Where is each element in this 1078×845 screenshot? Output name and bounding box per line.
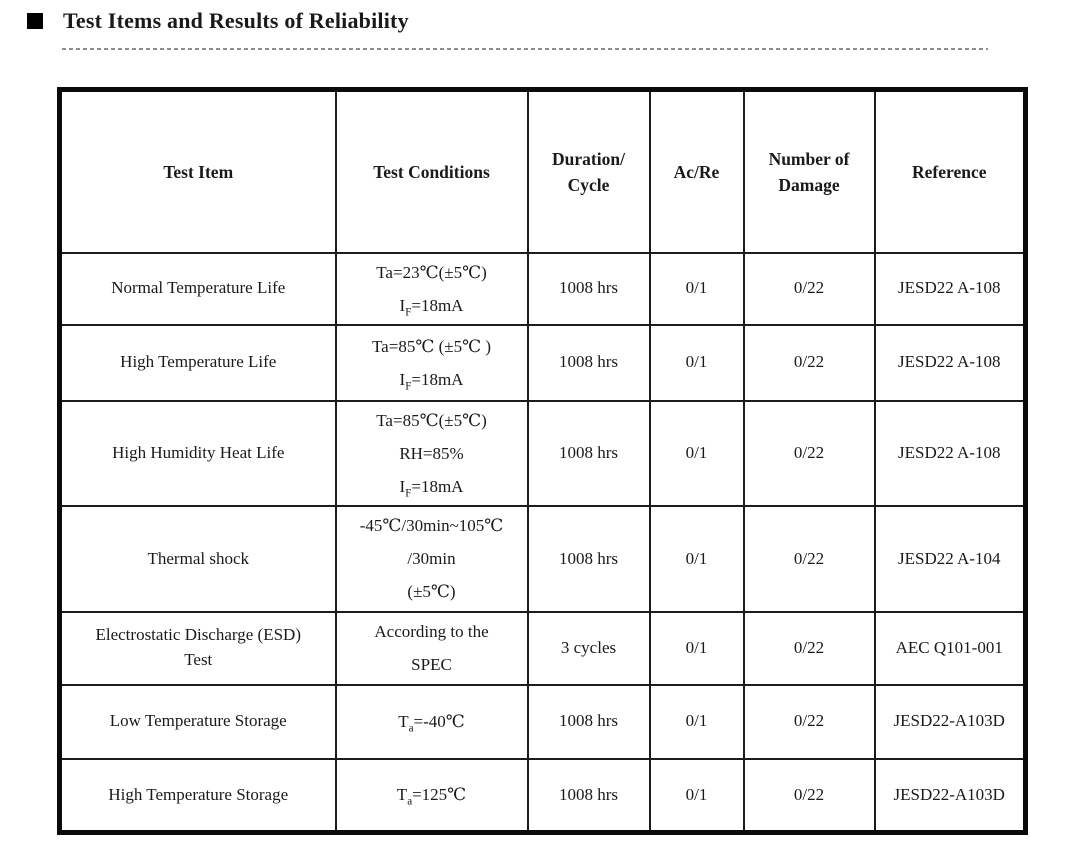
cell-test-conditions: -45℃/30min~105℃ /30min (±5℃) [334, 505, 529, 613]
cell-test-item: High Temperature Life [58, 323, 337, 402]
cell-number-of-damage: 0/22 [742, 757, 876, 834]
cell-number-of-damage: 0/22 [742, 399, 876, 508]
cell-duration-cycle: 1008 hrs [526, 323, 651, 402]
square-bullet-icon [27, 13, 43, 29]
cell-number-of-damage: 0/22 [742, 683, 876, 760]
table-row: High Temperature Storage Ta=125℃ 1008 hr… [58, 757, 1027, 834]
section-header: Test Items and Results of Reliability [27, 8, 409, 34]
cell-test-item: High Temperature Storage [58, 757, 337, 834]
cell-number-of-damage: 0/22 [742, 505, 876, 613]
cell-number-of-damage: 0/22 [742, 251, 876, 326]
cell-reference: JESD22 A-108 [873, 399, 1027, 508]
section-title: Test Items and Results of Reliability [63, 8, 409, 33]
column-header-reference: Reference [873, 88, 1027, 254]
cell-ac-re: 0/1 [648, 505, 745, 613]
cell-duration-cycle: 1008 hrs [526, 251, 651, 326]
column-header-ac-re: Ac/Re [648, 88, 745, 254]
cell-test-item: Thermal shock [58, 505, 337, 613]
cell-duration-cycle: 1008 hrs [526, 757, 651, 834]
column-header-duration-cycle: Duration/ Cycle [526, 88, 651, 254]
table-row: High Temperature Life Ta=85℃ (±5℃ ) IF=1… [58, 323, 1027, 402]
cell-duration-cycle: 1008 hrs [526, 399, 651, 508]
cell-test-item: Low Temperature Storage [58, 683, 337, 760]
table-row: Low Temperature Storage Ta=-40℃ 1008 hrs… [58, 683, 1027, 760]
cell-ac-re: 0/1 [648, 323, 745, 402]
table-header-row: Test Item Test Conditions Duration/ Cycl… [58, 88, 1027, 254]
cell-test-item: High Humidity Heat Life [58, 399, 337, 508]
reliability-table: Test Item Test Conditions Duration/ Cycl… [57, 87, 1028, 836]
column-header-test-conditions: Test Conditions [334, 88, 529, 254]
cell-test-conditions: According to the SPEC [334, 610, 529, 686]
cell-reference: AEC Q101-001 [873, 610, 1027, 686]
cell-test-conditions: Ta=85℃ (±5℃ ) IF=18mA [334, 323, 529, 402]
table-row: Electrostatic Discharge (ESD) Test Accor… [58, 610, 1027, 686]
cell-ac-re: 0/1 [648, 251, 745, 326]
cell-duration-cycle: 3 cycles [526, 610, 651, 686]
cell-reference: JESD22 A-104 [873, 505, 1027, 613]
table-row: High Humidity Heat Life Ta=85℃(±5℃) RH=8… [58, 399, 1027, 508]
cell-duration-cycle: 1008 hrs [526, 505, 651, 613]
cell-ac-re: 0/1 [648, 399, 745, 508]
cell-test-conditions: Ta=125℃ [334, 757, 529, 834]
cell-reference: JESD22 A-108 [873, 251, 1027, 326]
cell-duration-cycle: 1008 hrs [526, 683, 651, 760]
cell-ac-re: 0/1 [648, 683, 745, 760]
cell-test-conditions: Ta=23℃(±5℃) IF=18mA [334, 251, 529, 326]
cell-reference: JESD22 A-108 [873, 323, 1027, 402]
cell-number-of-damage: 0/22 [742, 323, 876, 402]
dashed-divider [62, 48, 988, 50]
cell-test-conditions: Ta=-40℃ [334, 683, 529, 760]
cell-ac-re: 0/1 [648, 757, 745, 834]
cell-reference: JESD22-A103D [873, 683, 1027, 760]
table-row: Thermal shock -45℃/30min~105℃ /30min (±5… [58, 505, 1027, 613]
column-header-number-of-damage: Number of Damage [742, 88, 876, 254]
column-header-test-item: Test Item [58, 88, 337, 254]
cell-test-conditions: Ta=85℃(±5℃) RH=85% IF=18mA [334, 399, 529, 508]
table-row: Normal Temperature Life Ta=23℃(±5℃) IF=1… [58, 251, 1027, 326]
cell-ac-re: 0/1 [648, 610, 745, 686]
cell-number-of-damage: 0/22 [742, 610, 876, 686]
cell-test-item: Electrostatic Discharge (ESD) Test [58, 610, 337, 686]
cell-test-item: Normal Temperature Life [58, 251, 337, 326]
cell-reference: JESD22-A103D [873, 757, 1027, 834]
